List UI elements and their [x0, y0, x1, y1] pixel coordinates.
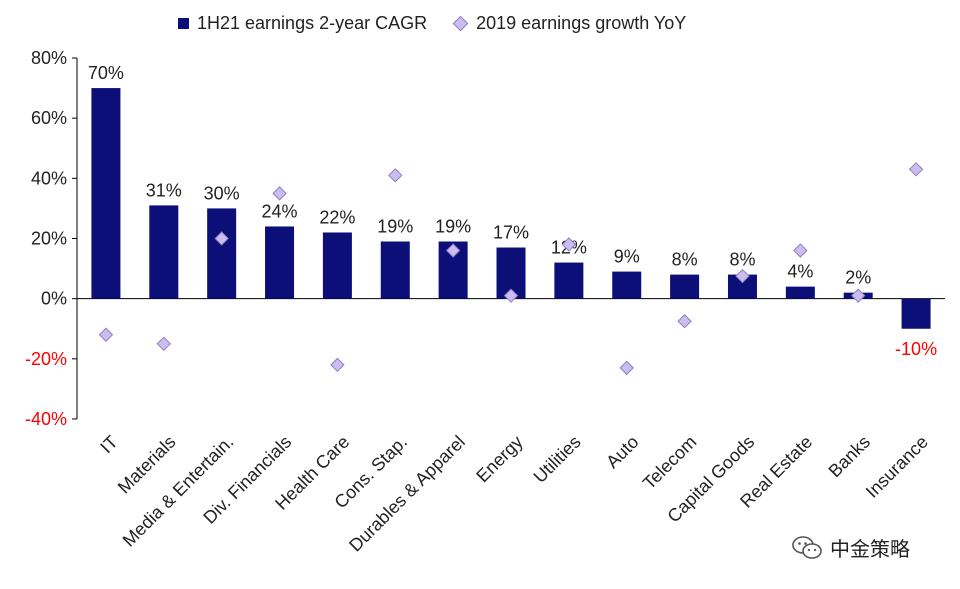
- bar: [901, 298, 931, 329]
- data-label: 2%: [845, 268, 871, 288]
- yoy-marker: [850, 288, 866, 303]
- yoy-marker: [677, 314, 692, 329]
- x-tick-label: IT: [96, 432, 121, 457]
- data-label: 8%: [672, 250, 698, 270]
- y-tick-label: 20%: [31, 229, 67, 249]
- wechat-icon: [792, 535, 822, 559]
- x-tick-label: Auto: [602, 432, 642, 472]
- yoy-marker: [156, 336, 172, 351]
- data-label: 8%: [729, 250, 755, 270]
- bar: [785, 286, 815, 299]
- yoy-marker: [793, 243, 808, 258]
- data-label: 9%: [614, 247, 640, 267]
- x-tick-label: Banks: [825, 432, 875, 482]
- data-label: 70%: [88, 63, 124, 83]
- watermark: 中金策略: [792, 533, 910, 562]
- legend-bar-swatch: [178, 17, 189, 29]
- data-label: 19%: [377, 217, 413, 237]
- legend-label-yoy: 2019 earnings growth YoY: [476, 12, 687, 33]
- bar: [670, 274, 700, 299]
- legend: 1H21 earnings 2-year CAGR 2019 earnings …: [178, 8, 712, 38]
- data-label: 30%: [204, 183, 240, 203]
- yoy-marker: [503, 288, 519, 303]
- yoy-marker: [214, 231, 229, 246]
- data-label: 19%: [435, 217, 471, 237]
- yoy-marker: [98, 327, 114, 342]
- watermark-text: 中金策略: [830, 539, 910, 561]
- bar: [149, 205, 179, 299]
- bar: [612, 271, 642, 299]
- x-tick-label: Media & Entertain.: [119, 432, 238, 551]
- yoy-marker: [272, 186, 287, 201]
- bar: [207, 208, 237, 299]
- yoy-marker: [388, 168, 403, 183]
- yoy-marker: [619, 360, 634, 376]
- bar: [322, 232, 352, 299]
- bar: [554, 262, 584, 299]
- y-tick-label: 60%: [31, 108, 67, 128]
- yoy-marker: [908, 162, 924, 177]
- y-tick-label: 40%: [31, 168, 67, 188]
- bar: [380, 241, 410, 299]
- legend-item-cagr: 1H21 earnings 2-year CAGR: [178, 13, 427, 34]
- legend-item-yoy: 2019 earnings growth YoY: [452, 12, 687, 34]
- bar: [91, 88, 121, 299]
- data-label: 22%: [319, 207, 355, 227]
- x-tick-label: Utilities: [530, 432, 585, 487]
- y-tick-label: -20%: [25, 349, 67, 369]
- x-tick-label: Insurance: [862, 432, 932, 502]
- x-tick-label: Energy: [472, 432, 526, 486]
- yoy-marker: [445, 243, 461, 258]
- data-label: 4%: [787, 262, 813, 282]
- y-tick-label: 0%: [41, 289, 67, 309]
- yoy-marker: [330, 357, 345, 373]
- y-tick-label: -40%: [25, 409, 67, 429]
- data-label: 31%: [146, 180, 182, 200]
- data-label: 24%: [262, 201, 298, 221]
- bar: [265, 226, 295, 299]
- y-tick-label: 80%: [31, 48, 67, 68]
- legend-label-cagr: 1H21 earnings 2-year CAGR: [197, 12, 428, 33]
- yoy-marker: [561, 237, 577, 252]
- x-tick-label: Durables & Apparel: [345, 432, 469, 556]
- yoy-marker: [735, 268, 750, 284]
- data-label: -10%: [895, 339, 937, 359]
- data-label: 17%: [493, 223, 529, 243]
